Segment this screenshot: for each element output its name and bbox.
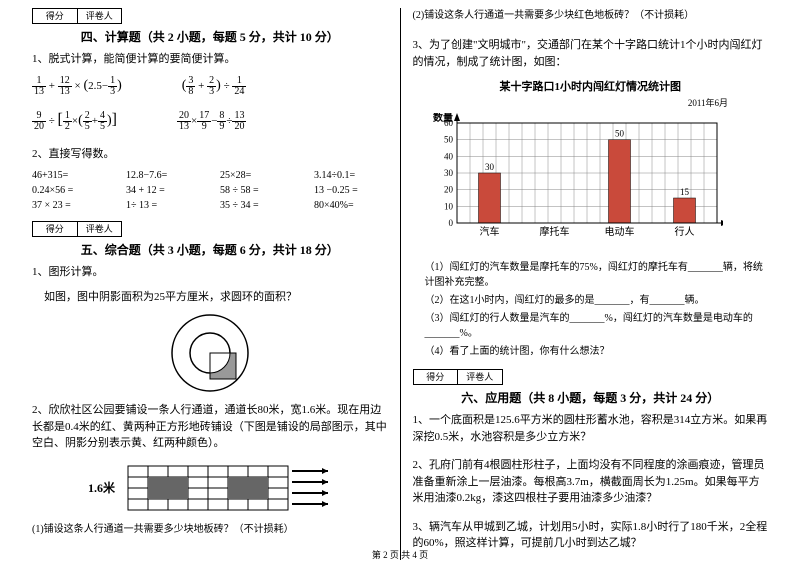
calc-row-1: 46+315= 12.8−7.6= 25×28= 3.14÷0.1=: [32, 170, 388, 181]
section-5-title: 五、综合题（共 3 小题，每题 6 分，共计 18 分）: [32, 241, 388, 258]
calc-row-3: 37 × 23 = 1÷ 13 = 35 ÷ 34 = 80×40%=: [32, 200, 388, 211]
q5-2: 2、欣欣社区公园要铺设一条人行通道，通道长80米，宽1.6米。现在用边长都是0.…: [32, 402, 388, 452]
chart-date: 2011年6月: [413, 96, 729, 109]
q4-2: 2、直接写得数。: [32, 146, 388, 163]
ring-figure: [32, 313, 388, 396]
section-4-title: 四、计算题（共 2 小题，每题 5 分，共计 10 分）: [32, 28, 388, 45]
score-box: 得分 评卷人: [32, 8, 122, 24]
svg-text:30: 30: [444, 168, 454, 178]
q5-1a: 1、图形计算。: [32, 264, 388, 281]
q4-1: 1、脱式计算，能简便计算的要简便计算。: [32, 51, 388, 68]
svg-text:10: 10: [444, 201, 454, 211]
q6-2: 2、孔府门前有4根圆柱形柱子，上面均没有不同程度的涂画痕迹，管理员准备重新涂上一…: [413, 457, 769, 507]
svg-text:行人: 行人: [674, 225, 694, 238]
expr-1: 113 + 1213 × (2.5−13): [32, 76, 122, 97]
right-column: (2)铺设这条人行通道一共需要多少块红色地板砖？（不计损耗） 3、为了创建"文明…: [401, 8, 781, 560]
score-label: 得分: [33, 9, 78, 23]
svg-text:40: 40: [444, 151, 454, 161]
q5-1b: 如图，图中阴影面积为25平方厘米，求圆环的面积？: [44, 289, 388, 306]
svg-text:20: 20: [444, 185, 454, 195]
q6-3: 3、辆汽车从甲城到乙城，计划用5小时，实际1.8小时行了180千米，2全程的60…: [413, 519, 769, 552]
svg-text:15: 15: [680, 187, 690, 197]
svg-text:60: 60: [444, 118, 454, 128]
score-box-6: 得分 评卷人: [413, 369, 503, 385]
q6-1: 1、一个底面积是125.6平方米的圆柱形蓄水池，容积是314立方米。如果再深挖0…: [413, 412, 769, 445]
section-6-title: 六、应用题（共 8 小题，每题 3 分，共计 24 分）: [413, 389, 769, 406]
svg-text:摩托车: 摩托车: [539, 225, 569, 238]
svg-text:0: 0: [448, 218, 453, 228]
expr-4: 2013×179−89÷1320: [177, 111, 246, 132]
grader-label: 评卷人: [78, 9, 122, 23]
chart-title: 某十字路口1小时内闯红灯情况统计图: [413, 78, 769, 94]
svg-text:50: 50: [444, 135, 454, 145]
q5-2-sub1: (1)铺设这条人行通道一共需要多少块地板砖？（不计损耗）: [32, 522, 388, 537]
expr-2: (38 + 23) ÷ 124: [182, 76, 247, 97]
left-column: 得分 评卷人 四、计算题（共 2 小题，每题 5 分，共计 10 分） 1、脱式…: [20, 8, 401, 560]
walkway-figure: 1.6米: [32, 460, 388, 516]
q5-2-sub2: (2)铺设这条人行通道一共需要多少块红色地板砖？（不计损耗）: [413, 8, 769, 23]
svg-text:50: 50: [615, 129, 625, 139]
eq-row-2: 920 ÷ [12×(25+45)] 2013×179−89÷1320: [32, 111, 388, 132]
svg-text:30: 30: [485, 162, 495, 172]
q5-3: 3、为了创建"文明城市"，交通部门在某个十字路口统计1个小时内闯红灯的情况，制成…: [413, 37, 769, 70]
page-footer: 第 2 页 共 4 页: [0, 548, 800, 561]
ring-svg: [155, 313, 265, 393]
bar-chart: 数量605040302010030汽车摩托车50电动车15行人: [413, 113, 769, 256]
q3-sub4: （4）看了上面的统计图，你有什么想法？: [425, 344, 769, 359]
svg-text:电动车: 电动车: [604, 225, 634, 238]
q3-sub2: （2）在这1小时内，闯红灯的最多的是_______，有_______辆。: [425, 293, 769, 308]
svg-text:汽车: 汽车: [479, 225, 499, 238]
walkway-label: 1.6米: [88, 480, 116, 495]
eq-row-1: 113 + 1213 × (2.5−13) (38 + 23) ÷ 124: [32, 76, 388, 97]
expr-3: 920 ÷ [12×(25+45)]: [32, 111, 117, 132]
score-box-5: 得分 评卷人: [32, 221, 122, 237]
calc-row-2: 0.24×56 = 34 + 12 = 58 ÷ 58 = 13 −0.25 =: [32, 185, 388, 196]
page-columns: 得分 评卷人 四、计算题（共 2 小题，每题 5 分，共计 10 分） 1、脱式…: [20, 8, 780, 560]
q3-sub3: （3）闯红灯的行人数量是汽车的_______%，闯红灯的汽车数量是电动车的___…: [425, 311, 769, 341]
q3-sub1: （1）闯红灯的汽车数量是摩托车的75%，闯红灯的摩托车有_______辆，将统计…: [425, 260, 769, 290]
